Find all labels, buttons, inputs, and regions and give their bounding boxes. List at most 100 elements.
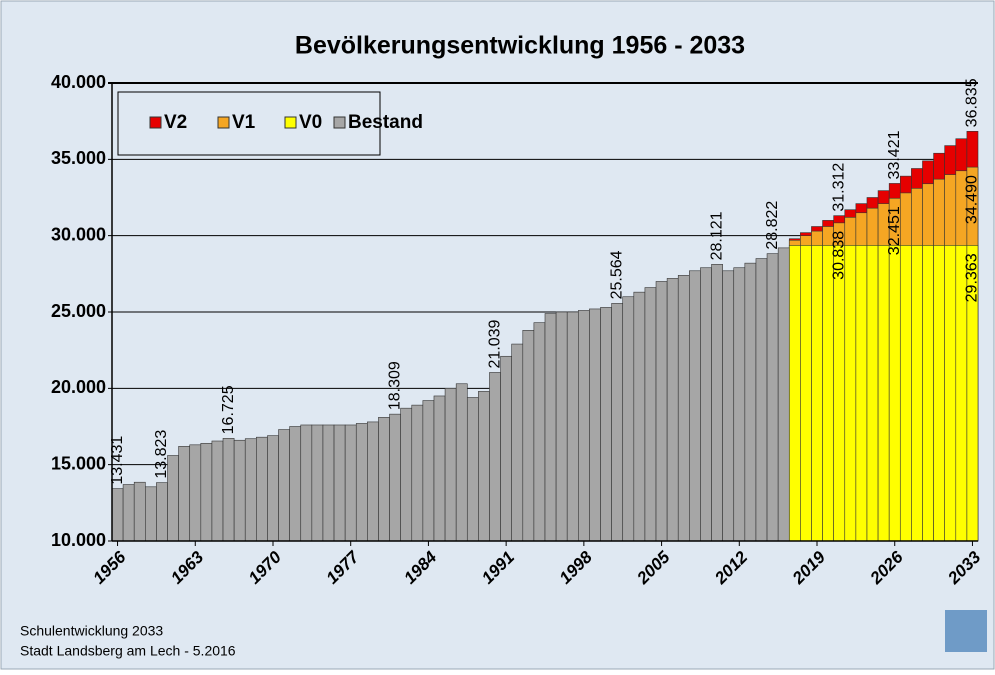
value-label: 18.309 bbox=[386, 361, 403, 410]
bar bbox=[256, 436, 268, 542]
bar bbox=[633, 291, 646, 542]
logo bbox=[945, 610, 987, 652]
footer-line: Schulentwicklung 2033 bbox=[20, 623, 163, 639]
bar bbox=[400, 407, 413, 542]
bar bbox=[533, 322, 546, 542]
bar bbox=[433, 395, 446, 542]
bar bbox=[822, 245, 834, 542]
bar bbox=[722, 270, 735, 542]
bar bbox=[733, 267, 746, 542]
bar bbox=[122, 484, 135, 542]
legend-swatch bbox=[217, 116, 230, 129]
value-label: 31.312 bbox=[830, 163, 847, 212]
bar bbox=[855, 245, 868, 542]
value-label: 34.490 bbox=[964, 175, 981, 224]
value-label: 33.421 bbox=[886, 130, 903, 179]
bar bbox=[455, 383, 468, 542]
bar bbox=[200, 442, 213, 542]
bar bbox=[911, 245, 923, 542]
value-label: 16.725 bbox=[220, 385, 237, 434]
bar bbox=[788, 245, 801, 542]
value-label: 30.838 bbox=[830, 231, 847, 280]
legend-label: V2 bbox=[164, 112, 187, 133]
bar bbox=[655, 281, 668, 542]
bar bbox=[322, 424, 335, 542]
legend-swatch bbox=[284, 116, 297, 129]
bar bbox=[211, 440, 224, 542]
y-tick-label: 40.000 bbox=[51, 72, 106, 92]
bar bbox=[500, 355, 512, 542]
bar bbox=[600, 307, 612, 542]
bar bbox=[589, 308, 601, 542]
chart-title: Bevölkerungsentwicklung 1956 - 2033 bbox=[295, 32, 745, 60]
legend-swatch bbox=[333, 116, 346, 129]
legend-label: V0 bbox=[299, 112, 322, 133]
bar bbox=[367, 421, 379, 542]
bar bbox=[300, 424, 313, 542]
bar bbox=[411, 404, 424, 542]
bar bbox=[233, 439, 246, 542]
bar bbox=[677, 275, 690, 542]
bar bbox=[389, 413, 401, 542]
bar bbox=[189, 444, 202, 542]
y-tick-label: 15.000 bbox=[51, 453, 106, 473]
bar bbox=[933, 245, 945, 542]
bar bbox=[511, 343, 524, 542]
bar bbox=[111, 488, 124, 542]
bar bbox=[289, 426, 302, 542]
bar bbox=[666, 278, 679, 542]
value-label: 32.451 bbox=[886, 206, 903, 255]
bar bbox=[267, 435, 279, 542]
bar bbox=[744, 262, 757, 542]
bar bbox=[944, 245, 957, 542]
y-tick-label: 20.000 bbox=[51, 377, 106, 397]
bar bbox=[800, 245, 812, 542]
bar bbox=[644, 287, 657, 542]
bar bbox=[877, 245, 890, 542]
bar bbox=[611, 303, 624, 542]
value-label: 13.431 bbox=[109, 436, 126, 485]
bar bbox=[489, 372, 501, 542]
y-tick-label: 35.000 bbox=[51, 148, 106, 168]
value-label: 25.564 bbox=[608, 250, 625, 299]
bar bbox=[222, 438, 235, 542]
bar bbox=[466, 397, 479, 542]
bar bbox=[344, 424, 357, 542]
bar bbox=[145, 486, 157, 542]
legend-label: V1 bbox=[232, 112, 256, 133]
value-label: 28.822 bbox=[764, 201, 781, 250]
bar bbox=[133, 481, 146, 542]
bar bbox=[478, 391, 490, 542]
bar bbox=[766, 253, 779, 542]
y-tick-label: 25.000 bbox=[51, 301, 106, 321]
legend-label: Bestand bbox=[348, 112, 423, 133]
bar bbox=[178, 446, 191, 542]
bar bbox=[866, 245, 879, 542]
y-tick-label: 30.000 bbox=[51, 224, 106, 244]
footer-line: Stadt Landsberg am Lech - 5.2016 bbox=[20, 643, 236, 659]
bar bbox=[689, 270, 701, 542]
bar bbox=[755, 258, 768, 542]
bar bbox=[555, 311, 568, 542]
bar bbox=[355, 423, 368, 542]
bar bbox=[811, 245, 823, 542]
bar bbox=[522, 330, 535, 542]
bar bbox=[422, 400, 435, 542]
bar bbox=[333, 424, 346, 542]
bar bbox=[899, 245, 912, 542]
bar bbox=[244, 438, 257, 542]
bar bbox=[444, 388, 457, 542]
bar bbox=[777, 247, 790, 542]
bar bbox=[311, 424, 324, 542]
bar bbox=[544, 313, 557, 542]
bar bbox=[566, 311, 579, 542]
bar bbox=[844, 245, 857, 542]
bar bbox=[578, 310, 590, 542]
value-label: 28.121 bbox=[708, 211, 725, 260]
bar bbox=[922, 245, 934, 542]
legend-swatch bbox=[149, 116, 162, 129]
bar bbox=[622, 296, 635, 542]
bar bbox=[833, 245, 846, 542]
bar bbox=[278, 429, 290, 542]
